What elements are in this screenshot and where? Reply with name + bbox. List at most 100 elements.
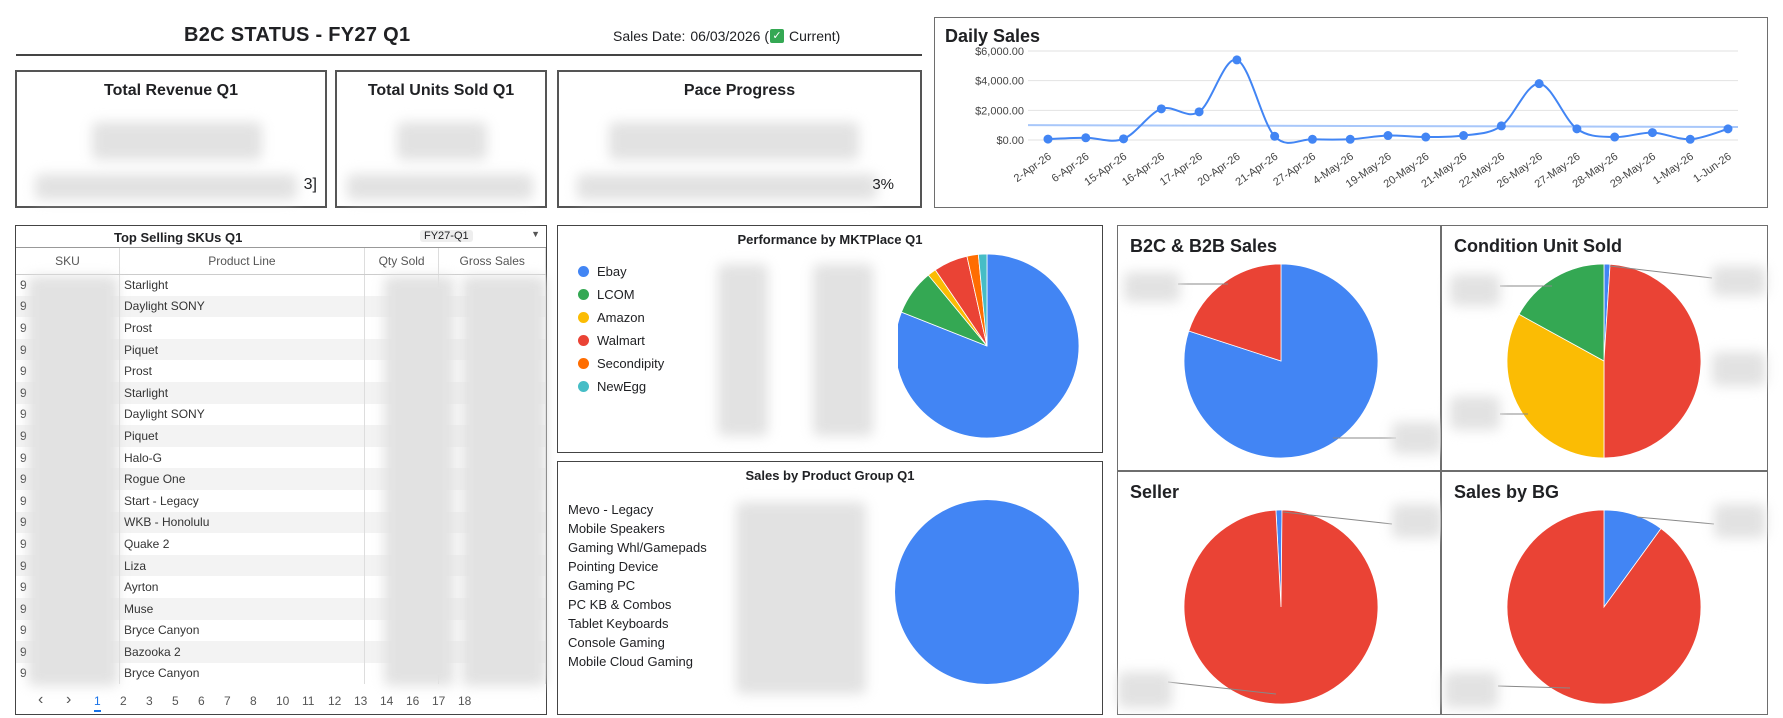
b2c-b2b-slice[interactable]: [1188, 263, 1282, 362]
checkbox-icon: ✓: [770, 29, 784, 43]
data-point[interactable]: [1421, 132, 1431, 142]
product-group-item[interactable]: Console Gaming: [568, 635, 665, 650]
page-number[interactable]: 17: [432, 694, 446, 708]
condition-title: Condition Unit Sold: [1454, 236, 1622, 256]
b2c-b2b-panel: B2C & B2B Sales: [1117, 225, 1442, 471]
y-tick-label: $2,000.00: [975, 105, 1024, 117]
period-filter-value: FY27-Q1: [420, 230, 473, 242]
redacted-label: [1118, 672, 1172, 708]
mktplace-slice[interactable]: [977, 253, 988, 347]
data-point[interactable]: [1685, 134, 1695, 144]
product-group-item[interactable]: Gaming Whl/Gamepads: [568, 540, 707, 555]
kpi-units-title: Total Units Sold Q1: [367, 82, 515, 99]
data-point[interactable]: [1572, 124, 1582, 134]
product-group-item[interactable]: Mobile Speakers: [568, 521, 665, 536]
seller-slice[interactable]: [1183, 509, 1379, 705]
data-point[interactable]: [1232, 55, 1242, 65]
page-number[interactable]: 2: [120, 694, 127, 708]
sales-date-value: 06/03/2026 (: [690, 28, 769, 44]
mktplace-pie-chart: [895, 253, 1080, 439]
data-point[interactable]: [1194, 107, 1204, 117]
page-number[interactable]: 1: [94, 694, 101, 712]
product-group-slice[interactable]: [895, 500, 1079, 684]
data-point[interactable]: [1345, 134, 1355, 144]
product-group-item[interactable]: PC KB & Combos: [568, 597, 672, 612]
daily-sales-line: [1047, 58, 1729, 144]
data-point[interactable]: [1119, 134, 1129, 144]
top-skus-panel: Top Selling SKUs Q1 FY27-Q1 ▼ SKU Product…: [15, 225, 547, 715]
mktplace-slice[interactable]: [895, 253, 1080, 439]
data-point[interactable]: [1043, 134, 1053, 144]
legend-item-walmart[interactable]: Walmart: [578, 333, 645, 348]
leader-line: [1282, 511, 1393, 525]
data-point[interactable]: [1459, 131, 1469, 141]
product-line-cell: Start - Legacy: [119, 489, 365, 512]
condition-slice[interactable]: [1506, 313, 1605, 459]
current-label: Current): [789, 28, 841, 44]
product-line-cell: Prost: [119, 317, 365, 339]
product-line-cell: Starlight: [119, 274, 365, 296]
condition-slice[interactable]: [1603, 263, 1702, 459]
b2c-b2b-slice[interactable]: [1183, 263, 1379, 459]
condition-slice[interactable]: [1518, 263, 1605, 362]
mktplace-title: Performance by MKTPlace Q1: [737, 232, 923, 247]
page-number[interactable]: 7: [224, 694, 231, 708]
legend-item-lcom[interactable]: LCOM: [578, 287, 635, 302]
seller-pie-chart: [1167, 509, 1393, 705]
product-group-item[interactable]: Gaming PC: [568, 578, 636, 593]
redacted-label: [1444, 672, 1498, 708]
page-number[interactable]: 10: [276, 694, 290, 708]
sales-bg-title: Sales by BG: [1454, 482, 1560, 502]
chevron-down-icon: ▼: [531, 229, 540, 239]
legend-item-secondipity[interactable]: Secondipity: [578, 356, 664, 371]
page-number[interactable]: 18: [458, 694, 472, 708]
product-line-cell: Daylight SONY: [119, 403, 365, 426]
prev-page-button[interactable]: ‹: [38, 691, 44, 708]
data-point[interactable]: [1270, 131, 1280, 141]
column-header[interactable]: Product Line: [119, 248, 365, 275]
data-point[interactable]: [1647, 128, 1657, 138]
sales-bg-slice[interactable]: [1506, 509, 1702, 705]
page-number[interactable]: 5: [172, 694, 179, 708]
condition-pie-chart: [1500, 263, 1713, 459]
column-header[interactable]: SKU: [16, 248, 120, 275]
redacted-label: [1392, 422, 1442, 454]
page-number[interactable]: 12: [328, 694, 342, 708]
product-line-cell: WKB - Honolulu: [119, 511, 365, 534]
data-point[interactable]: [1723, 124, 1733, 134]
data-point[interactable]: [1156, 104, 1166, 114]
data-point[interactable]: [1496, 121, 1506, 131]
page-number[interactable]: 16: [406, 694, 420, 708]
daily-sales-panel: Daily Sales $0.00 $2,000.00 $4,000.00 $6,00…: [934, 17, 1768, 208]
kpi-total-revenue: Total Revenue Q1 3]: [15, 70, 327, 208]
page-number[interactable]: 3: [146, 694, 153, 708]
data-point[interactable]: [1307, 134, 1317, 144]
data-point[interactable]: [1081, 133, 1091, 143]
redacted-values: [718, 264, 768, 436]
redacted-gross-column: [462, 276, 546, 686]
x-tick-label: 1-May-26: [1651, 151, 1696, 187]
product-group-item[interactable]: Mobile Cloud Gaming: [568, 654, 694, 669]
data-point[interactable]: [1534, 79, 1544, 89]
page-number[interactable]: 13: [354, 694, 368, 708]
page-number[interactable]: 14: [380, 694, 394, 708]
next-page-button[interactable]: ›: [66, 691, 72, 708]
product-line-cell: Bryce Canyon: [119, 662, 365, 685]
legend-item-ebay[interactable]: Ebay: [578, 264, 627, 279]
product-group-item[interactable]: Tablet Keyboards: [568, 616, 669, 631]
data-point[interactable]: [1610, 132, 1620, 142]
product-group-item[interactable]: Pointing Device: [568, 559, 659, 574]
data-point[interactable]: [1383, 131, 1393, 141]
column-header[interactable]: Qty Sold: [364, 248, 440, 275]
period-filter-dropdown[interactable]: FY27-Q1 ▼: [400, 228, 544, 246]
page-number[interactable]: 11: [302, 694, 315, 708]
legend-item-amazon[interactable]: Amazon: [578, 310, 645, 325]
column-header[interactable]: Gross Sales: [438, 248, 546, 275]
page-number[interactable]: 8: [250, 694, 257, 708]
page-number[interactable]: 6: [198, 694, 205, 708]
legend-item-newegg[interactable]: NewEgg: [578, 379, 646, 394]
table-pager: ‹ › 1 2 3 5 6 7 8 10 11 12 13 14 16 17 18: [26, 691, 546, 712]
b2c-b2b-pie-chart: [1178, 263, 1396, 459]
kpi-pace-tail: 3%: [872, 176, 894, 193]
product-group-item[interactable]: Mevo - Legacy: [568, 502, 654, 517]
